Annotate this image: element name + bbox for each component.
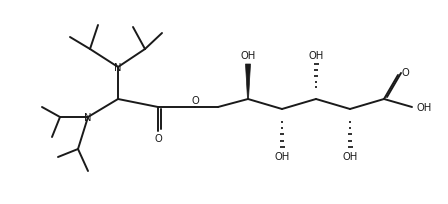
- Text: OH: OH: [308, 51, 323, 61]
- Text: OH: OH: [274, 151, 289, 161]
- Text: O: O: [401, 68, 409, 78]
- Text: O: O: [154, 133, 162, 143]
- Text: OH: OH: [416, 102, 431, 112]
- Polygon shape: [246, 65, 250, 100]
- Text: OH: OH: [241, 51, 256, 61]
- Text: N: N: [114, 63, 122, 73]
- Text: N: N: [84, 112, 92, 122]
- Text: O: O: [191, 95, 199, 105]
- Text: OH: OH: [342, 151, 358, 161]
